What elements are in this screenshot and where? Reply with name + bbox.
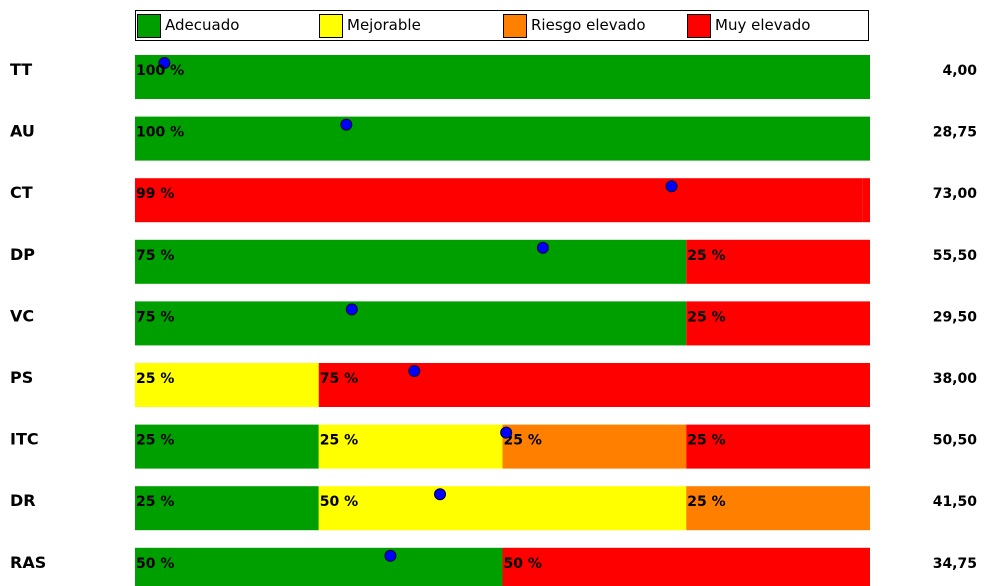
segment-label: 100 % [136,125,184,141]
legend-label: Mejorable [347,16,421,34]
segment-label: 25 % [687,309,725,325]
bar-segment [135,363,319,407]
score-value: 34,75 [933,556,977,572]
category-label: ITC [10,430,39,449]
score-marker [665,180,678,193]
score-value: 38,00 [933,371,978,387]
legend: Adecuado Mejorable Riesgo elevado Muy eleva… [135,10,869,41]
segment-label: 25 % [136,433,174,449]
legend-swatch [137,14,161,38]
segment-label: 25 % [136,494,174,510]
score-value: 29,50 [933,309,978,325]
score-value: 41,50 [933,494,978,510]
legend-swatch [503,14,527,38]
bar-segment [686,301,870,346]
segment-label: 50 % [136,556,174,572]
segment-label: 25 % [136,371,174,387]
bar-segment [686,239,870,284]
legend-label: Riesgo elevado [531,16,646,34]
bar-segment [135,547,503,586]
score-value: 73,00 [933,186,978,202]
category-label: VC [10,306,34,325]
segment-label: 50 % [504,556,542,572]
bar-segment [135,116,870,161]
bar-segment [686,424,870,469]
score-marker [340,118,353,131]
bar-segment [318,424,503,469]
score-marker [345,303,358,316]
bar-segment [686,486,870,531]
score-value: 4,00 [942,63,977,79]
category-label: TT [10,60,32,79]
category-label: AU [10,122,35,141]
bar-segment [135,301,687,346]
segment-label: 75 % [136,309,174,325]
category-label: DP [10,245,35,264]
score-marker [158,57,171,69]
legend-label: Adecuado [165,16,240,34]
legend-label: Muy elevado [715,16,811,34]
category-label: DR [10,491,36,510]
segment-label: 25 % [687,494,725,510]
segment-label: 50 % [320,494,358,510]
segment-label: 99 % [136,186,174,202]
score-value: 50,50 [933,433,978,449]
score-value: 55,50 [933,248,978,264]
legend-swatch [319,14,343,38]
bar-segment [318,486,687,531]
bar-segment [135,178,863,223]
segment-label: 25 % [320,433,358,449]
category-label: PS [10,368,33,387]
bar-segment [135,239,687,284]
score-marker [384,549,397,562]
bar-segment [502,424,687,469]
legend-swatch [687,14,711,38]
bar-segment [135,424,319,469]
score-marker [408,365,421,377]
bar-segment [862,178,870,223]
bar-segment [502,547,870,586]
segment-label: 25 % [687,248,725,264]
bar-segment [318,363,870,407]
segment-label: 25 % [687,433,725,449]
segment-label: 100 % [136,63,184,79]
category-label: RAS [10,553,46,572]
score-marker [536,241,549,254]
segment-label: 75 % [136,248,174,264]
bar-segment [135,486,319,531]
category-label: CT [10,183,33,202]
segment-label: 75 % [320,371,358,387]
score-value: 28,75 [933,125,977,141]
score-marker [434,488,447,501]
bar-segment [135,55,870,99]
score-marker [500,426,513,439]
segment-label: 25 % [504,433,542,449]
